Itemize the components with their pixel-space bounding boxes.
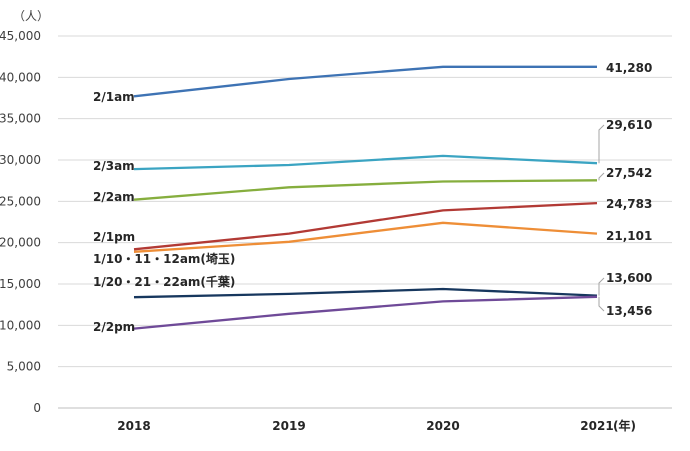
y-tick-label: 5,000 <box>7 360 41 374</box>
series-name-label: 2/3am <box>93 159 135 173</box>
series-end-value-label: 41,280 <box>606 61 652 75</box>
series-end-value-label: 13,456 <box>606 304 652 318</box>
leader-line <box>598 172 605 181</box>
y-tick-label: 15,000 <box>0 277 41 291</box>
series-name-label: 2/2pm <box>93 320 135 334</box>
x-axis-ticks: 2018 2019 2020 2021 (年) <box>117 418 636 433</box>
series-line <box>133 154 598 171</box>
x-tick-label: 2021 <box>580 419 613 433</box>
y-tick-label: 45,000 <box>0 29 41 43</box>
series-end-value-label: 24,783 <box>606 197 652 211</box>
leader-line <box>598 124 605 164</box>
y-tick-label: 25,000 <box>0 194 41 208</box>
x-tick-label: 2018 <box>117 419 150 433</box>
y-tick-label: 30,000 <box>0 153 41 167</box>
series-line <box>133 65 597 98</box>
series-end-value-label: 27,542 <box>606 166 652 180</box>
series-name-label: 1/10・11・12am(埼玉) <box>93 251 235 266</box>
y-tick-label: 35,000 <box>0 112 41 126</box>
series-name-label: 2/2am <box>93 190 135 204</box>
y-tick-label: 40,000 <box>0 70 41 84</box>
series-end-value-label: 21,101 <box>606 229 652 243</box>
leader-line <box>598 296 605 312</box>
y-unit-label: （人） <box>13 9 49 23</box>
y-axis-ticks: 0 5,000 10,000 15,000 20,000 25,000 30,000 35,0… <box>0 29 41 415</box>
x-tick-label: 2020 <box>426 419 459 433</box>
leader-lines <box>598 124 605 312</box>
series-line <box>133 295 598 330</box>
y-tick-label: 20,000 <box>0 236 41 250</box>
series-name-label: 2/1am <box>93 90 135 104</box>
series-line <box>133 287 598 299</box>
x-unit-label: (年) <box>613 418 636 433</box>
series-end-value-label: 29,610 <box>606 118 652 132</box>
leader-line <box>598 277 605 296</box>
y-tick-label: 0 <box>33 401 41 415</box>
series-lines <box>133 65 598 330</box>
series-labels: 2/1am 41,280 2/3am 29,610 2/2am 27,542 2/1pm 24… <box>93 61 652 334</box>
series-line <box>133 221 598 253</box>
y-tick-label: 10,000 <box>0 318 41 332</box>
series-line <box>133 179 598 201</box>
x-tick-label: 2019 <box>272 419 305 433</box>
series-end-value-label: 13,600 <box>606 271 652 285</box>
series-name-label: 2/1pm <box>93 230 135 244</box>
series-name-label: 1/20・21・22am(千葉) <box>93 274 235 289</box>
series-line <box>133 201 598 251</box>
